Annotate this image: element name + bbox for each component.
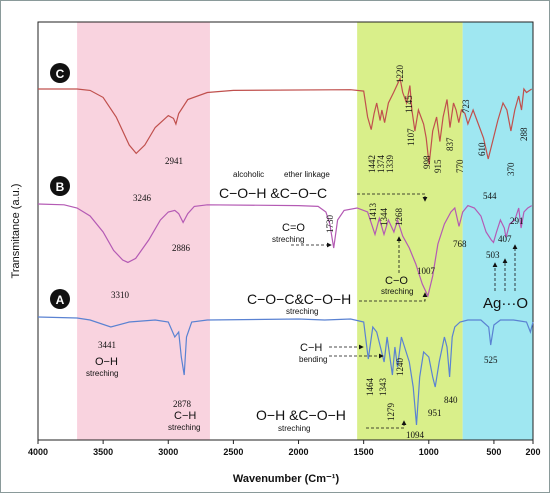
annotation-streching-coc-coh: streching [286, 307, 318, 316]
peak-label-c-544: 544 [483, 191, 497, 201]
peak-label-a-840: 840 [444, 395, 458, 405]
peak-label-b-768: 768 [453, 239, 467, 249]
annotation-arrows [291, 193, 518, 429]
annotation-oh: O−H [95, 356, 118, 368]
peak-label-c-770: 770 [455, 159, 465, 173]
peak-label-a-951: 951 [428, 408, 442, 418]
plot-frame [37, 21, 534, 441]
x-tick-label: 2000 [289, 447, 309, 457]
x-tick-label: 500 [486, 447, 501, 457]
highlight-band-2 [357, 22, 463, 440]
annotation-bending: bending [299, 355, 327, 364]
arrow-coc-coh [359, 292, 428, 302]
peak-label-b-1730: 1730 [325, 215, 335, 234]
annotation-coh-coc: C−O−H &C−O−C [219, 185, 327, 201]
y-axis-title: Transmitance (a.u.) [10, 184, 22, 279]
peak-label-c-288: 288 [519, 127, 529, 141]
peak-label-a-1240: 1240 [395, 358, 405, 377]
annotation-streching-oh-coh: streching [278, 424, 310, 433]
peak-label-b-1413: 1413 [368, 203, 378, 222]
peak-label-c-1339: 1339 [385, 155, 395, 174]
highlight-band-1 [77, 22, 210, 440]
peak-label-a-1279: 1279 [386, 403, 396, 422]
spectrum-line-b [37, 203, 533, 298]
peak-label-a-525: 525 [484, 355, 498, 365]
peak-label-b-2886: 2886 [172, 243, 191, 253]
svg-text:B: B [56, 180, 65, 194]
x-tick-label: 3500 [93, 447, 113, 457]
peak-label-b-3310: 3310 [111, 290, 130, 300]
peak-label-c-1220: 1220 [395, 65, 405, 84]
x-tick-label: 1500 [354, 447, 374, 457]
annotation-ether-linkage: ether linkage [284, 170, 330, 179]
peak-label-b-1007: 1007 [417, 266, 436, 276]
peak-label-b-407: 407 [498, 234, 512, 244]
annotation-ch-bending: C−H [300, 342, 322, 354]
annotation-coc-coh: C−O−C&C−O−H [247, 291, 351, 307]
spectra [37, 76, 534, 426]
peak-label-c-1442: 1442 [367, 155, 377, 173]
annotation-co-double: C=O [282, 222, 305, 234]
x-tick-label: 2500 [223, 447, 243, 457]
spectrum-line-a [37, 316, 534, 426]
x-tick-label: 200 [525, 447, 540, 457]
spectrum-line-c [38, 76, 533, 165]
peak-label-a-2878: 2878 [173, 399, 192, 409]
peak-label-c-610: 610 [477, 142, 487, 156]
x-axis-title: Wavenumber (Cm⁻¹) [233, 473, 340, 485]
peak-label-a-3441: 3441 [98, 340, 116, 350]
annotation-streching-ch: streching [168, 423, 200, 432]
series-badge-c: C [50, 63, 70, 83]
peak-label-c-837: 837 [445, 137, 455, 151]
x-axis-ticks: 4000 3500 3000 2500 2000 1500 1000 500 200 [28, 440, 541, 457]
peak-label-c-370: 370 [506, 162, 516, 176]
peak-label-c-998: 998 [422, 155, 432, 169]
peak-label-c-2941: 2941 [165, 156, 183, 166]
peak-label-b-1344: 1344 [379, 208, 389, 227]
annotation-oh-coh: O−H &C−O−H [256, 407, 346, 423]
annotation-streching-co-double: streching [272, 235, 304, 244]
peak-label-a-1094: 1094 [406, 430, 425, 440]
peak-label-a-1464: 1464 [365, 378, 375, 397]
peak-label-c-3246: 3246 [133, 193, 152, 203]
annotation-ch-streching: C−H [174, 410, 196, 422]
series-badge-a: A [50, 289, 70, 309]
annotation-streching-oh: streching [86, 369, 118, 378]
x-tick-label: 4000 [28, 447, 48, 457]
svg-text:A: A [56, 293, 65, 307]
arrow-coh-coc [357, 193, 428, 202]
peak-label-c-915: 915 [433, 159, 443, 173]
peak-label-c-1374: 1374 [376, 155, 386, 174]
peak-label-b-1268: 1268 [394, 208, 404, 227]
highlight-band-3 [462, 22, 533, 440]
arrow-oh-coh [366, 420, 407, 429]
highlight-bands [77, 22, 533, 440]
annotation-streching-co: streching [381, 287, 413, 296]
peak-label-b-503: 503 [486, 250, 500, 260]
annotation-ag-o: Ag···O [483, 295, 528, 312]
x-tick-label: 3000 [158, 447, 178, 457]
annotation-alcoholic: alcoholic [233, 170, 264, 179]
peak-label-c-1107: 1107 [406, 128, 416, 146]
series-badge-b: B [50, 176, 70, 196]
annotation-co: C−O [385, 275, 408, 287]
peak-label-a-1343: 1343 [378, 378, 388, 397]
svg-text:C: C [56, 67, 65, 81]
peak-label-c-1145: 1145 [404, 95, 414, 113]
peak-label-c-723: 723 [461, 99, 471, 113]
x-tick-label: 1000 [419, 447, 439, 457]
peak-label-b-291: 291 [510, 216, 524, 226]
